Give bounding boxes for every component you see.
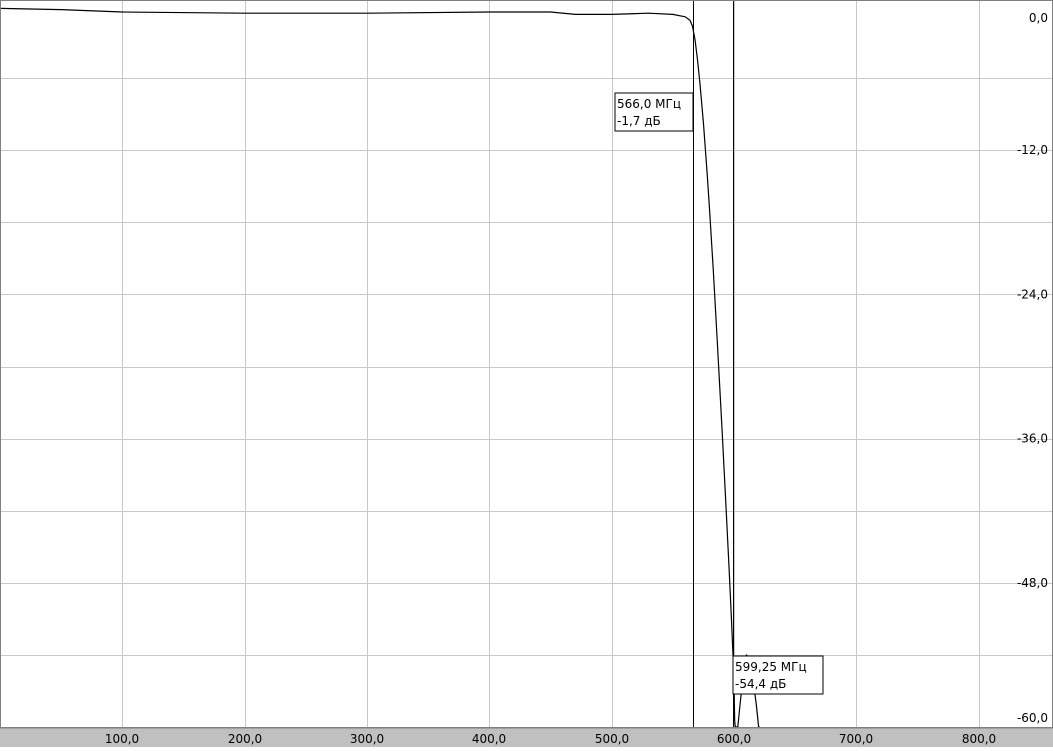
x-tick-label: 500,0 [595,732,629,746]
marker-frequency-label: 566,0 МГц [617,97,681,111]
x-tick-label: 700,0 [839,732,873,746]
y-tick-label: -60,0 [1017,711,1048,725]
markers-layer: 566,0 МГц -1,7 дБ 599,25 МГц -54,4 дБ [614,0,824,728]
x-tick-label: 400,0 [472,732,506,746]
marker-frequency-label: 599,25 МГц [735,660,807,674]
x-tick-label: 200,0 [228,732,262,746]
y-tick-labels: 0,0 -12,0 -24,0 -36,0 -48,0 -60,0 [1017,11,1048,725]
x-tick-label: 800,0 [962,732,996,746]
y-tick-label: -12,0 [1017,143,1048,157]
grid-lines [0,0,1053,728]
x-tick-label: 600,0 [717,732,751,746]
y-tick-label: 0,0 [1029,11,1048,25]
x-tick-labels: 100,0 200,0 300,0 400,0 500,0 600,0 700,0 800,0 [105,732,996,746]
y-tick-label: -48,0 [1017,576,1048,590]
marker-label-box [732,655,824,695]
x-axis-bar [0,728,1053,747]
marker-label-box [614,92,694,132]
y-tick-label: -24,0 [1017,287,1048,301]
x-tick-label: 300,0 [350,732,384,746]
x-tick-label: 100,0 [105,732,139,746]
marker-level-label: -54,4 дБ [735,677,786,691]
marker-level-label: -1,7 дБ [617,114,661,128]
y-tick-label: -36,0 [1017,432,1048,446]
